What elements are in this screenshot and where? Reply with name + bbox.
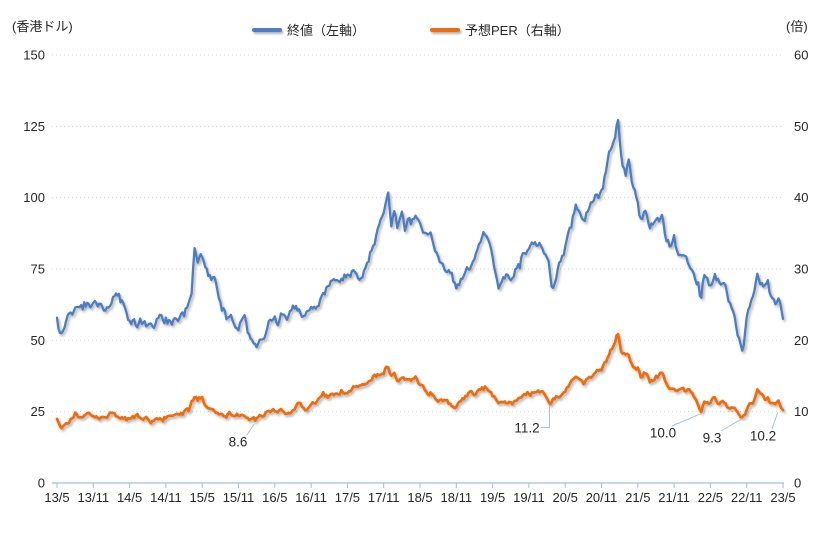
x-axis-tick-label: 18/11 (441, 490, 473, 505)
right-axis-tick-label: 30 (794, 262, 808, 277)
x-axis-tick-label: 13/5 (44, 490, 69, 505)
annotation-label: 9.3 (703, 431, 722, 446)
annotation-label: 10.0 (650, 426, 676, 441)
annotation-label: 10.2 (750, 429, 776, 444)
annotation-leader-line (541, 405, 550, 428)
left-axis-tick-label: 150 (23, 48, 45, 63)
right-axis-tick-label: 10 (794, 404, 808, 419)
annotation-leader-line (771, 412, 779, 430)
x-axis-tick-label: 20/5 (553, 490, 578, 505)
x-axis-tick-label: 19/11 (513, 490, 545, 505)
x-axis-tick-label: 21/11 (658, 490, 690, 505)
annotation-leader-line (246, 423, 255, 436)
left-axis-unit-label: (香港ドル) (12, 19, 73, 34)
x-axis-tick-label: 17/11 (368, 490, 400, 505)
left-axis-tick-label: 125 (23, 119, 45, 134)
annotation-leader-line (671, 413, 702, 427)
legend-label-closing-price: 終値（左軸） (287, 23, 366, 38)
legend-label-forecast-per: 予想PER（右軸） (465, 23, 570, 38)
right-axis-tick-label: 50 (794, 119, 808, 134)
left-axis-tick-label: 0 (38, 476, 45, 491)
x-axis-tick-label: 18/5 (407, 490, 432, 505)
legend-item-forecast-per: 予想PER（右軸） (430, 20, 570, 39)
left-axis-tick-label: 75 (31, 262, 45, 277)
left-axis-tick-label: 50 (31, 333, 45, 348)
x-axis-tick-label: 13/11 (78, 490, 110, 505)
right-axis-unit-label: (倍) (786, 19, 808, 34)
x-axis-tick-label: 16/11 (295, 490, 327, 505)
right-axis-tick-label: 20 (794, 333, 808, 348)
left-axis-tick-label: 100 (23, 190, 45, 205)
left-axis-tick-label: 25 (31, 404, 45, 419)
x-axis-tick-label: 21/5 (625, 490, 650, 505)
x-axis-tick-label: 20/11 (586, 490, 618, 505)
right-axis-tick-label: 0 (794, 476, 801, 491)
series-line-forecast-per (55, 332, 785, 430)
x-axis-tick-label: 14/5 (117, 490, 142, 505)
x-axis-tick-label: 15/5 (190, 490, 215, 505)
right-axis-tick-label: 40 (794, 190, 808, 205)
annotation-label: 8.6 (229, 435, 248, 450)
x-axis-tick-label: 22/11 (731, 490, 763, 505)
x-axis-tick-label: 17/5 (335, 490, 360, 505)
series-line-closing-price (55, 118, 785, 352)
x-axis-tick-label: 19/5 (480, 490, 505, 505)
legend-item-closing-price: 終値（左軸） (252, 20, 365, 39)
annotation-label: 11.2 (514, 421, 539, 436)
legend-swatch-forecast-per (430, 27, 460, 32)
annotation-leader-line (720, 418, 743, 432)
legend-swatch-closing-price (252, 27, 282, 32)
x-axis-tick-label: 23/5 (770, 490, 795, 505)
x-axis-tick-label: 15/11 (223, 490, 255, 505)
right-axis-tick-label: 60 (794, 48, 808, 63)
x-axis-tick-label: 14/11 (150, 490, 182, 505)
x-axis-tick-label: 16/5 (262, 490, 287, 505)
x-axis-tick-label: 22/5 (698, 490, 723, 505)
